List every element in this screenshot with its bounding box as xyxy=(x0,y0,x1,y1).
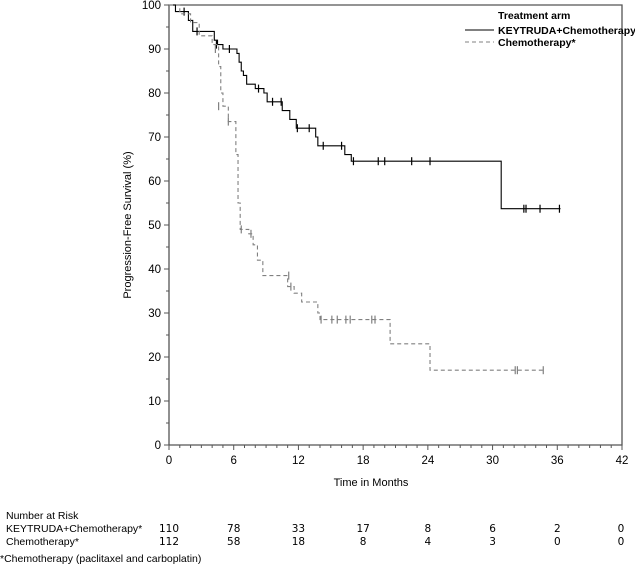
x-tick-label: 42 xyxy=(616,455,629,467)
plot-border xyxy=(168,4,623,446)
y-tick-label: 60 xyxy=(148,176,161,188)
curve-chemotherapy xyxy=(169,4,544,371)
survival-curves xyxy=(169,4,561,375)
x-tick-label: 18 xyxy=(357,455,370,467)
risk-count: 0 xyxy=(618,536,625,548)
x-tick-label: 30 xyxy=(486,455,499,467)
risk-row-label-keytruda: KEYTRUDA+Chemotherapy* xyxy=(6,523,142,535)
risk-count: 78 xyxy=(227,523,240,535)
risk-count: 110 xyxy=(159,523,179,535)
risk-count: 58 xyxy=(227,536,240,548)
y-tick-label: 0 xyxy=(155,440,161,452)
risk-count: 17 xyxy=(356,523,369,535)
x-tick-label: 6 xyxy=(231,455,237,467)
y-tick-label: 20 xyxy=(148,352,161,364)
y-tick-label: 50 xyxy=(148,220,161,232)
y-tick-label: 70 xyxy=(148,132,161,144)
footnote: *Chemotherapy (paclitaxel and carboplati… xyxy=(0,553,201,565)
risk-count: 8 xyxy=(425,523,432,535)
y-tick-label: 90 xyxy=(148,44,161,56)
x-axis: 0 6 12 18 24 30 36 42 xyxy=(166,445,629,467)
risk-row-label-chemo: Chemotherapy* xyxy=(6,536,79,548)
x-axis-title: Time in Months xyxy=(334,477,409,489)
x-tick-label: 36 xyxy=(551,455,564,467)
plot-frame xyxy=(168,4,623,446)
risk-count: 112 xyxy=(159,536,179,548)
risk-count: 6 xyxy=(489,523,496,535)
legend-label-keytruda: KEYTRUDA+Chemotherapy* xyxy=(498,25,635,37)
risk-count: 2 xyxy=(554,523,561,535)
risk-count: 33 xyxy=(292,523,305,535)
x-tick-label: 24 xyxy=(421,455,434,467)
curve-keytruda-chemotherapy xyxy=(169,4,561,210)
legend: Treatment arm KEYTRUDA+Chemotherapy* Che… xyxy=(465,10,635,49)
y-tick-label: 80 xyxy=(148,88,161,100)
x-tick-label: 12 xyxy=(292,455,305,467)
y-tick-label: 30 xyxy=(148,308,161,320)
legend-title: Treatment arm xyxy=(498,10,570,22)
risk-count: 3 xyxy=(489,536,496,548)
y-tick-label: 100 xyxy=(142,0,161,12)
y-tick-label: 40 xyxy=(148,264,161,276)
risk-count: 0 xyxy=(554,536,561,548)
risk-count: 4 xyxy=(425,536,432,548)
risk-count: 18 xyxy=(292,536,305,548)
risk-count: 8 xyxy=(360,536,367,548)
risk-table: Number at Risk KEYTRUDA+Chemotherapy* Ch… xyxy=(6,510,624,548)
y-axis: 0 10 20 30 40 50 60 70 80 90 100 xyxy=(142,0,169,452)
y-axis-title: Progression-Free Survival (%) xyxy=(122,151,134,298)
y-tick-label: 10 xyxy=(148,396,161,408)
legend-label-chemo: Chemotherapy* xyxy=(498,37,577,49)
risk-table-title: Number at Risk xyxy=(6,510,79,522)
risk-count: 0 xyxy=(618,523,625,535)
x-tick-label: 0 xyxy=(166,455,172,467)
